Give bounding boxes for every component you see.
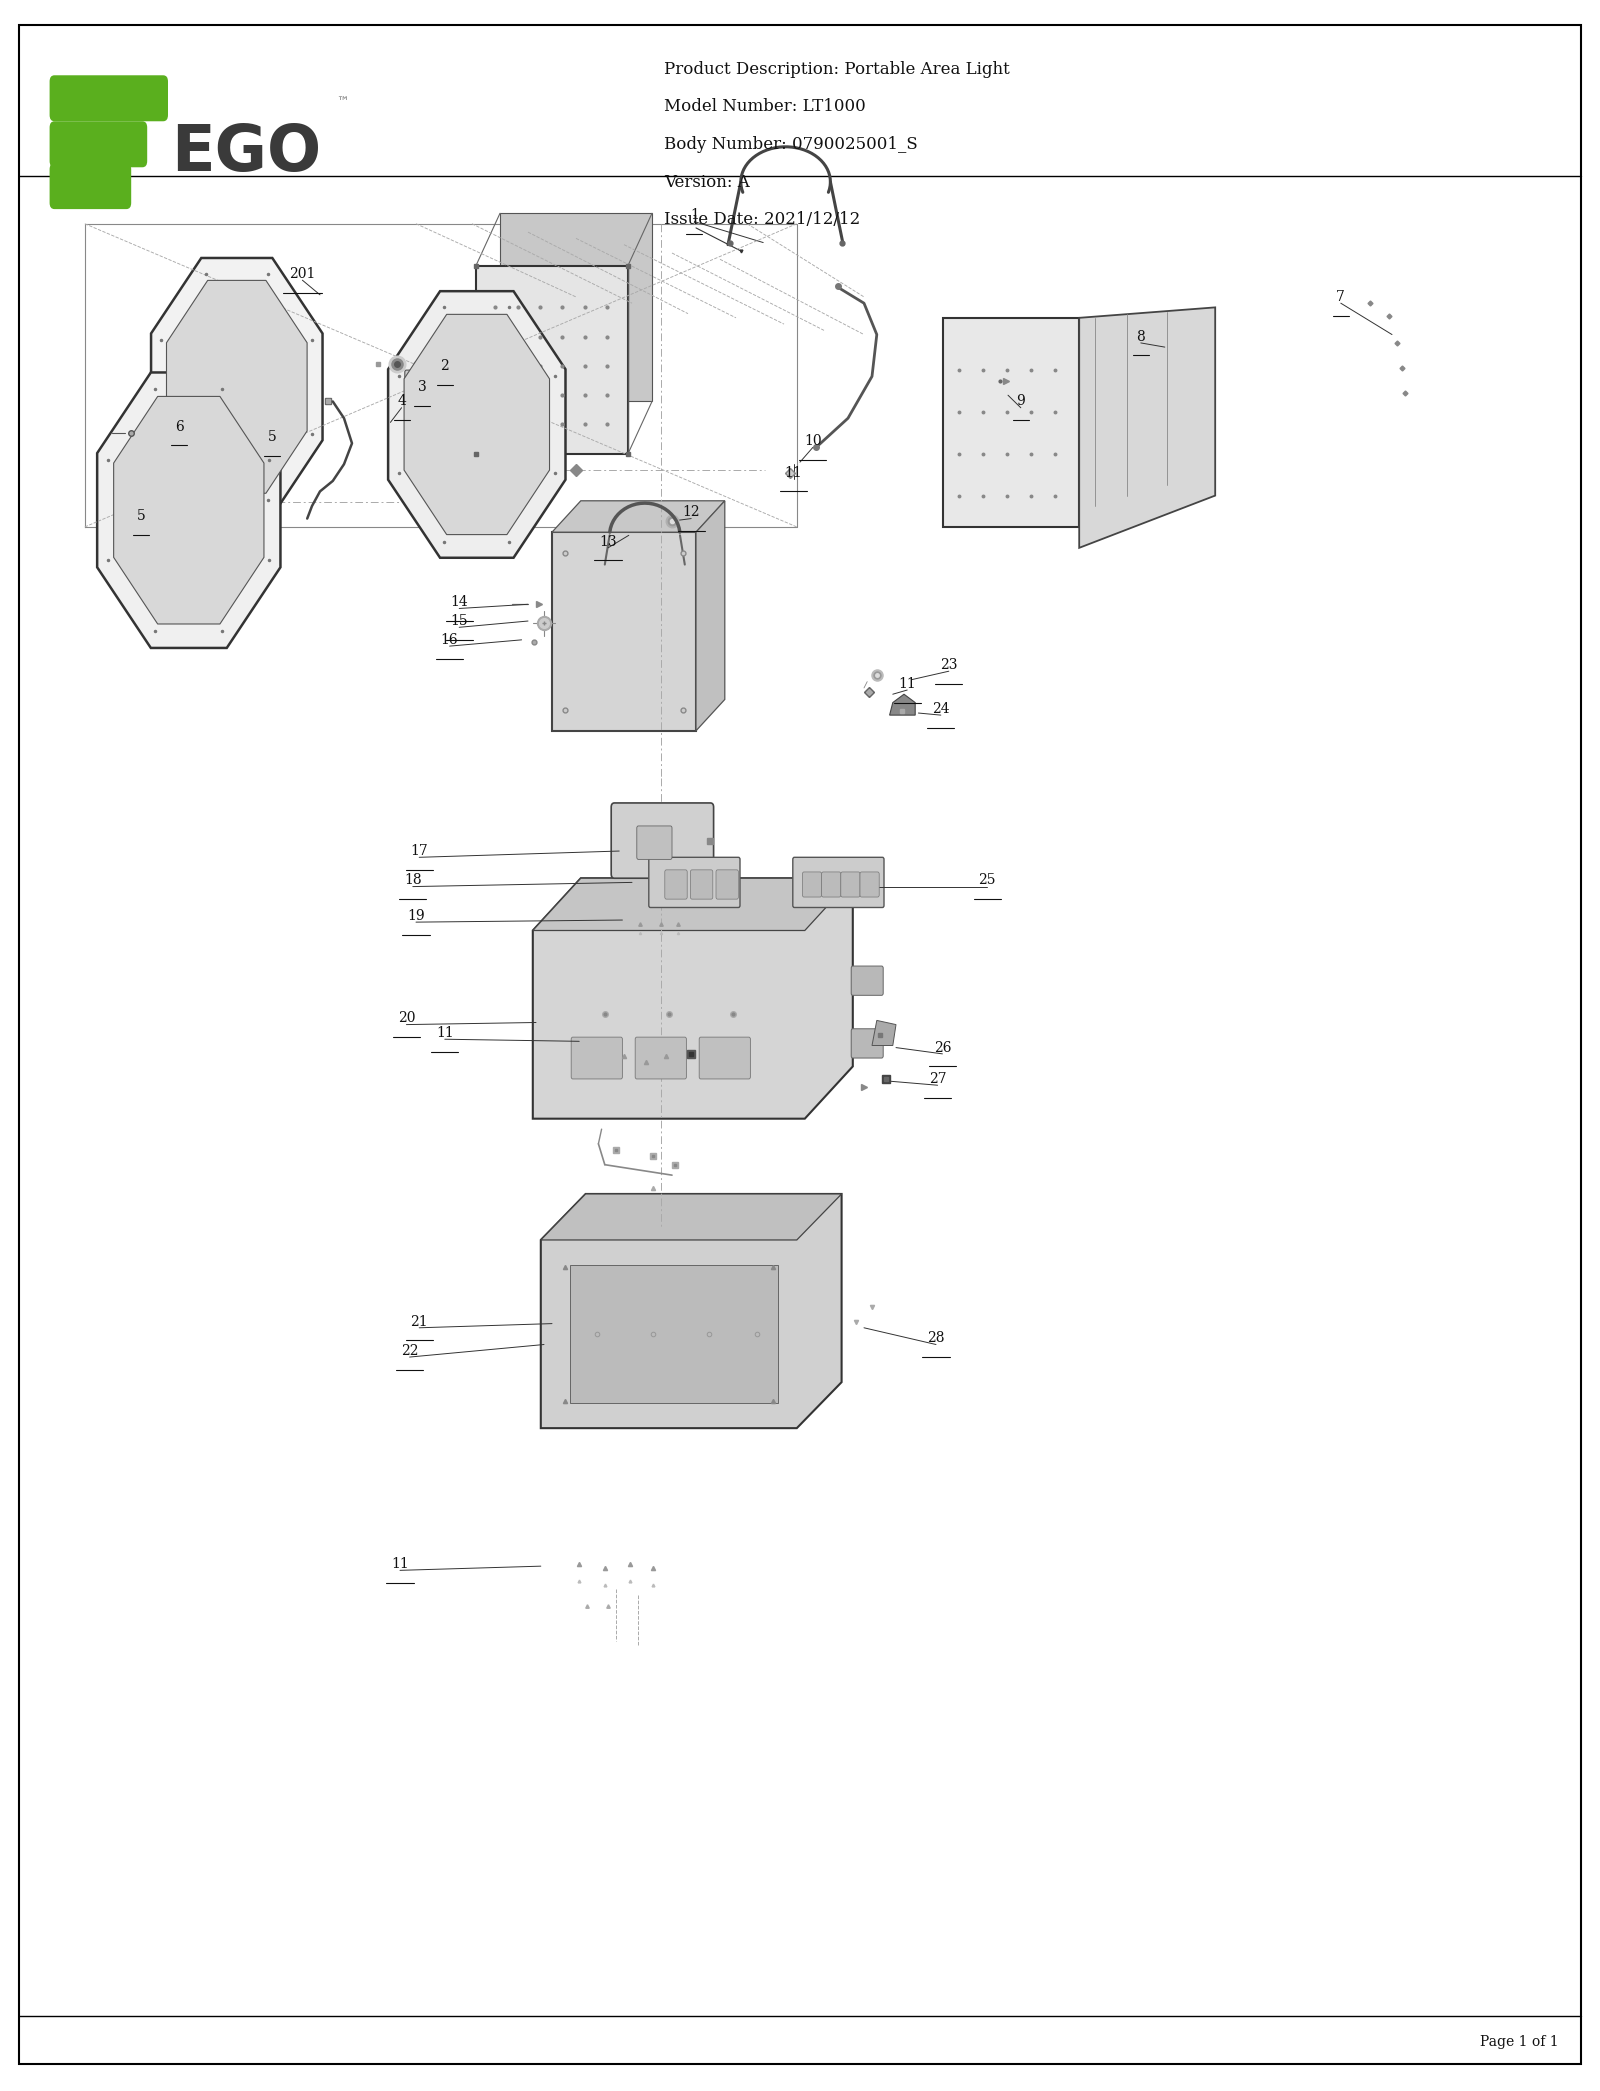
FancyBboxPatch shape (50, 121, 147, 167)
Polygon shape (552, 502, 725, 533)
Text: 11: 11 (898, 677, 917, 690)
Text: 18: 18 (403, 874, 422, 887)
Text: 23: 23 (941, 659, 957, 671)
Polygon shape (533, 878, 853, 1119)
Text: 14: 14 (450, 596, 469, 608)
FancyBboxPatch shape (50, 75, 168, 121)
FancyBboxPatch shape (650, 857, 739, 907)
Polygon shape (166, 280, 307, 493)
Text: Issue Date: 2021/12/12: Issue Date: 2021/12/12 (664, 211, 861, 228)
Text: 21: 21 (410, 1315, 429, 1328)
Text: Page 1 of 1: Page 1 of 1 (1480, 2035, 1558, 2049)
Polygon shape (114, 397, 264, 623)
Text: 9: 9 (1016, 395, 1026, 408)
FancyBboxPatch shape (851, 1029, 883, 1058)
Text: 25: 25 (979, 874, 995, 887)
Polygon shape (389, 291, 565, 558)
Polygon shape (541, 1194, 842, 1428)
Text: 4: 4 (397, 395, 406, 408)
Polygon shape (552, 533, 696, 730)
FancyBboxPatch shape (571, 1037, 622, 1079)
FancyBboxPatch shape (635, 1037, 686, 1079)
Polygon shape (405, 314, 549, 535)
Text: Body Number: 0790025001_S: Body Number: 0790025001_S (664, 136, 918, 153)
Polygon shape (890, 694, 915, 715)
Text: 22: 22 (402, 1345, 418, 1357)
Text: 5: 5 (136, 510, 146, 523)
Polygon shape (533, 878, 853, 930)
Text: 11: 11 (390, 1558, 410, 1570)
Text: 201: 201 (290, 268, 315, 280)
Text: 6: 6 (174, 420, 184, 433)
Text: 16: 16 (440, 634, 459, 646)
Polygon shape (499, 213, 653, 401)
Text: 11: 11 (435, 1027, 454, 1039)
Text: 2: 2 (440, 360, 450, 372)
Text: 24: 24 (931, 703, 950, 715)
FancyBboxPatch shape (822, 872, 842, 897)
Text: 7: 7 (1336, 291, 1346, 303)
Text: ™: ™ (336, 96, 349, 109)
FancyBboxPatch shape (842, 872, 861, 897)
Text: 20: 20 (398, 1012, 414, 1025)
Text: Version: A: Version: A (664, 174, 750, 190)
Polygon shape (150, 257, 323, 516)
Polygon shape (696, 502, 725, 730)
Polygon shape (541, 1194, 842, 1240)
FancyBboxPatch shape (50, 163, 131, 209)
Text: EGO: EGO (171, 121, 322, 184)
Polygon shape (1078, 307, 1216, 548)
Polygon shape (570, 1265, 778, 1403)
FancyBboxPatch shape (666, 870, 688, 899)
Text: 19: 19 (406, 910, 426, 922)
FancyBboxPatch shape (851, 966, 883, 995)
FancyBboxPatch shape (861, 872, 880, 897)
FancyBboxPatch shape (699, 1037, 750, 1079)
Polygon shape (872, 1020, 896, 1046)
Text: 15: 15 (450, 615, 469, 627)
Text: 8: 8 (1136, 330, 1146, 343)
Polygon shape (98, 372, 280, 648)
Polygon shape (477, 266, 627, 454)
Text: 3: 3 (418, 381, 427, 393)
Text: 11: 11 (784, 466, 803, 479)
FancyBboxPatch shape (794, 857, 883, 907)
Polygon shape (944, 496, 1216, 527)
Text: 10: 10 (803, 435, 822, 447)
Polygon shape (944, 318, 1078, 527)
FancyBboxPatch shape (717, 870, 739, 899)
FancyBboxPatch shape (802, 872, 822, 897)
FancyBboxPatch shape (691, 870, 714, 899)
Text: 27: 27 (928, 1073, 947, 1085)
Text: 12: 12 (682, 506, 701, 519)
Text: 13: 13 (598, 535, 618, 548)
Text: Product Description: Portable Area Light: Product Description: Portable Area Light (664, 61, 1010, 77)
Text: 5: 5 (267, 431, 277, 443)
FancyBboxPatch shape (405, 370, 440, 395)
Text: 17: 17 (410, 845, 429, 857)
Text: 26: 26 (934, 1041, 950, 1054)
FancyBboxPatch shape (637, 826, 672, 859)
Text: 28: 28 (928, 1332, 944, 1345)
FancyBboxPatch shape (611, 803, 714, 878)
Text: Model Number: LT1000: Model Number: LT1000 (664, 98, 866, 115)
Text: 1: 1 (690, 209, 699, 222)
